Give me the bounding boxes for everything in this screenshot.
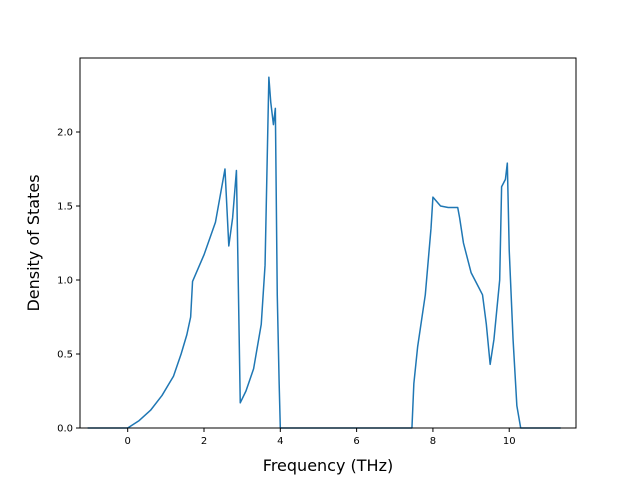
y-axis-ticks: 0.0 0.5 1.0 1.5 2.0 — [57, 128, 80, 435]
x-tick-label: 0 — [125, 436, 131, 447]
plot-frame — [79, 57, 577, 429]
y-axis-title: Density of States — [24, 174, 43, 311]
x-axis-title: Frequency (THz) — [263, 456, 393, 475]
x-tick-label: 6 — [353, 436, 359, 447]
x-tick-label: 10 — [503, 436, 516, 447]
y-tick-label: 0.0 — [57, 424, 73, 435]
plot-area — [80, 58, 576, 428]
y-tick-label: 1.0 — [57, 276, 73, 287]
x-tick-label: 4 — [277, 436, 283, 447]
y-tick-label: 1.5 — [57, 202, 73, 213]
x-tick-label: 8 — [430, 436, 436, 447]
y-tick-label: 0.5 — [57, 350, 73, 361]
y-tick-label: 2.0 — [57, 128, 73, 139]
x-tick-label: 2 — [201, 436, 207, 447]
x-axis-ticks: 0 2 4 6 8 10 — [125, 428, 516, 447]
